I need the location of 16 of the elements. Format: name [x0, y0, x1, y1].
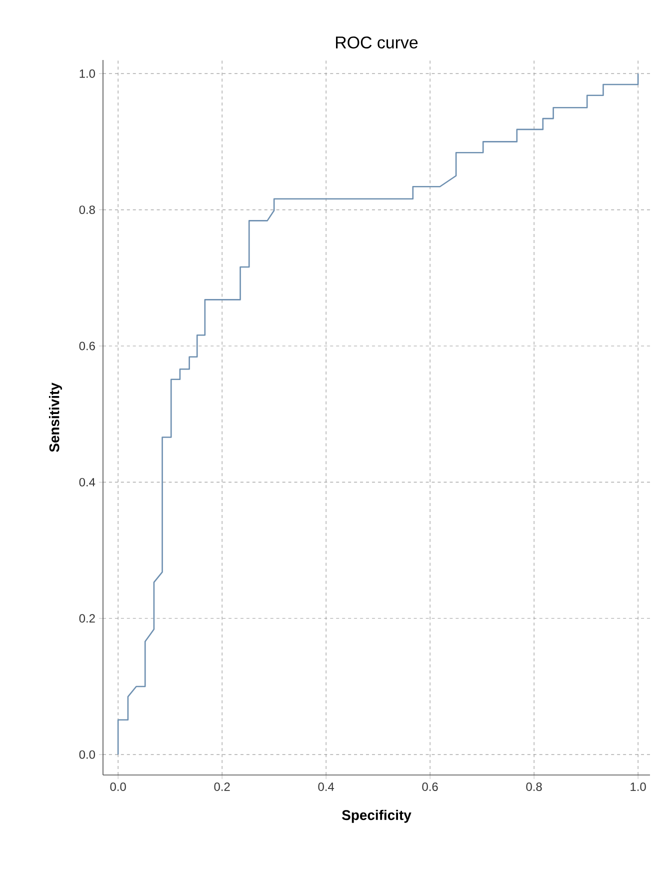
x-tick-label: 1.0 [630, 782, 646, 791]
x-axis-title: Specificity [342, 810, 412, 823]
y-axis-title: Sensitivity [49, 382, 62, 452]
chart-title: ROC curve [336, 36, 418, 48]
y-tick-label: 0.0 [79, 750, 96, 759]
x-tick-label: 0.6 [422, 782, 438, 791]
y-tick-label: 0.2 [79, 614, 95, 623]
x-tick-label: 0.8 [526, 782, 542, 791]
y-tick-label: 0.8 [79, 206, 95, 214]
line-series [117, 72, 639, 756]
x-tick-label: 0.2 [214, 782, 230, 791]
y-tick-label: 1.0 [80, 69, 96, 78]
x-tick-label: 0.4 [318, 782, 334, 791]
y-tick-label: 0.4 [79, 478, 96, 486]
y-tick-label: 0.6 [79, 342, 95, 350]
x-tick-label: 0.0 [110, 782, 126, 791]
